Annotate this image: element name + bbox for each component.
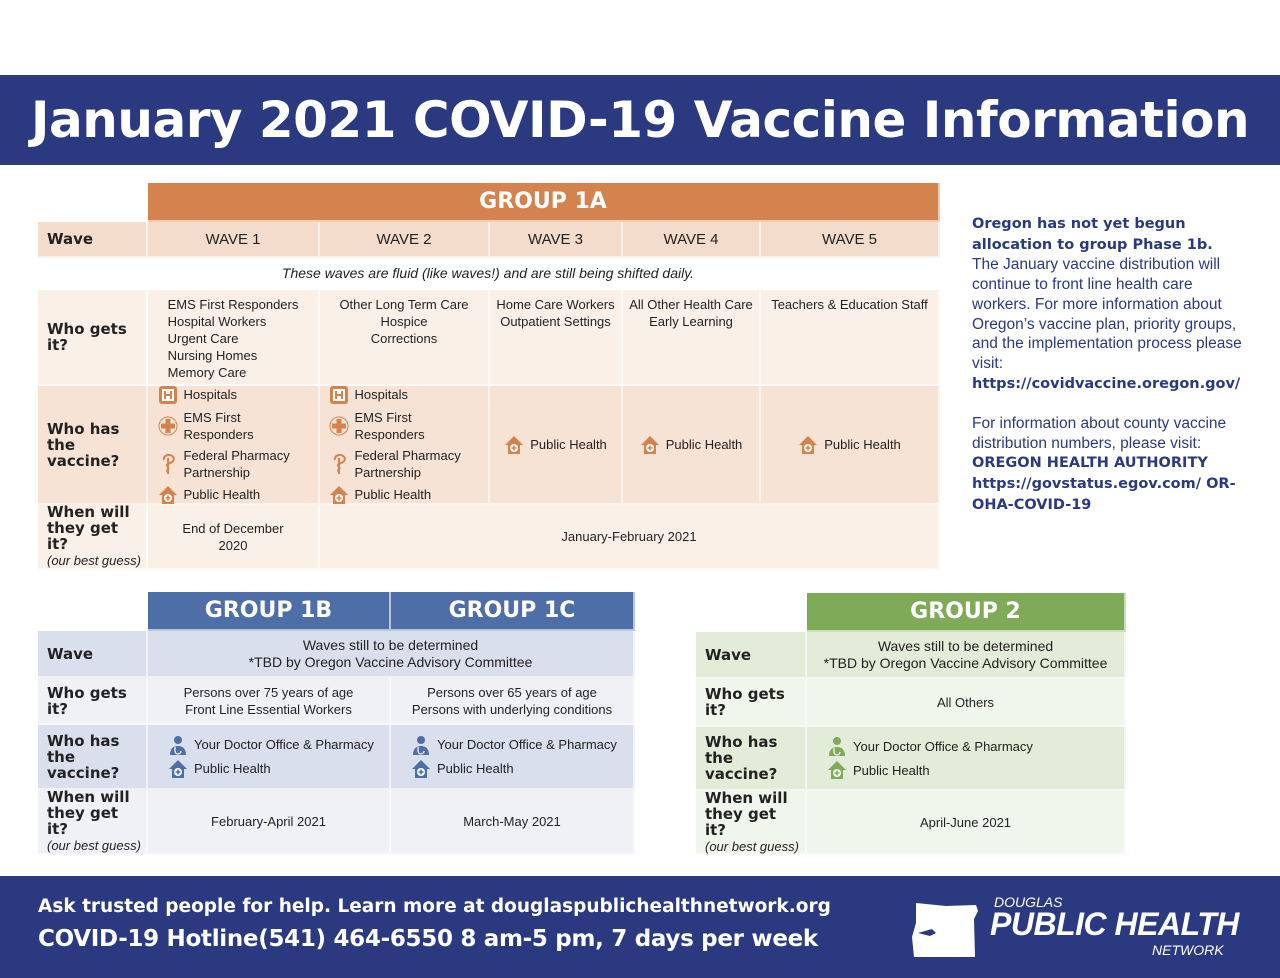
wave-2: WAVE 2: [320, 222, 490, 258]
doctor-icon: [168, 735, 188, 755]
cross-icon: [329, 416, 349, 436]
group-2-who-gets: All Others: [807, 679, 1126, 727]
recipient-item: Hospital Workers: [167, 314, 267, 329]
who-has-label: Who has the vaccine?: [38, 386, 148, 505]
public-health-icon: [504, 435, 524, 455]
who-has-label: Who has the vaccine?: [38, 725, 148, 790]
govstatus-link[interactable]: https://govstatus.egov.com/ OR-OHA-COVID…: [972, 476, 1236, 513]
recipient-item: Other Long Term Care: [339, 297, 469, 312]
pharmacy-icon: [158, 454, 178, 474]
provider-item: EMS First Responders: [329, 409, 480, 443]
group-1c-when: March-May 2021: [391, 790, 635, 855]
public-health-icon: [329, 485, 349, 505]
recipient-item: Teachers & Education Staff: [771, 297, 928, 312]
group-1c-who-has: Your Doctor Office & Pharmacy Public Hea…: [391, 725, 635, 790]
provider-item: Federal Pharmacy Partnership: [329, 447, 480, 481]
doctor-icon: [411, 735, 431, 755]
doctor-icon: [827, 736, 847, 756]
footer-hotline: COVID-19 Hotline(541) 464-6550 8 am-5 pm…: [38, 926, 818, 952]
who-gets-label: Who gets it?: [38, 678, 148, 725]
who-gets-wave4: All Other Health Care Early Learning: [623, 290, 761, 386]
recipient-item: Urgent Care: [167, 331, 239, 346]
group-2-when: April-June 2021: [807, 791, 1126, 855]
footer-learn-more: Ask trusted people for help. Learn more …: [38, 896, 831, 917]
who-gets-wave5: Teachers & Education Staff: [761, 290, 940, 386]
who-gets-label: Who gets it?: [696, 679, 807, 727]
waves-tbd: Waves still to be determined *TBD by Oreg…: [807, 632, 1126, 679]
group-2-header: GROUP 2: [807, 593, 1126, 632]
group-1a-header: GROUP 1A: [148, 183, 940, 222]
when-label: When will they get it? (our best guess): [38, 789, 148, 855]
who-gets-label: Who gets it?: [38, 290, 148, 386]
recipient-item: Nursing Homes: [167, 348, 258, 363]
public-health-icon: [798, 435, 818, 455]
footer: Ask trusted people for help. Learn more …: [0, 876, 1280, 978]
public-health-icon: [158, 485, 178, 505]
when-label: When will they get it? (our best guess): [696, 790, 807, 855]
oregon-info: Oregon has not yet begun allocation to g…: [972, 216, 1242, 513]
who-has-label: Who has the vaccine?: [696, 727, 807, 791]
wave-3: WAVE 3: [490, 222, 623, 258]
recipient-item: EMS First Responders: [167, 297, 299, 312]
when-wave2-5: January-February 2021: [320, 505, 940, 570]
wave-5: WAVE 5: [761, 222, 940, 258]
wave-1: WAVE 1: [148, 222, 320, 258]
recipient-item: All Other Health Care: [629, 297, 753, 312]
provider-item: EMS First Responders: [158, 409, 309, 443]
group-2-table: GROUP 2 Wave Waves still to be determine…: [696, 593, 1126, 855]
public-health-icon: [168, 759, 188, 779]
douglas-public-health-logo: DOUGLAS PUBLIC HEALTH NETWORK: [910, 894, 1240, 964]
provider-item: Public Health: [329, 485, 431, 505]
group-1a-table: GROUP 1A Wave WAVE 1 WAVE 2 WAVE 3 WAVE …: [38, 183, 940, 570]
waves-tbd: Waves still to be determined *TBD by Oreg…: [148, 631, 635, 678]
cross-icon: [158, 416, 178, 436]
wave-label: Wave: [696, 632, 807, 679]
public-health-icon: [827, 760, 847, 780]
oregon-map-icon: [912, 903, 978, 957]
wave-label: Wave: [38, 222, 148, 258]
hospital-icon: [329, 385, 349, 405]
who-gets-wave2: Other Long Term Care Hospice Corrections: [320, 290, 490, 386]
who-has-wave5: Public Health: [761, 386, 940, 505]
provider-item: Hospitals: [158, 385, 237, 405]
wave-4: WAVE 4: [623, 222, 761, 258]
hospital-icon: [158, 385, 178, 405]
who-has-wave4: Public Health: [623, 386, 761, 505]
group-1c-header: GROUP 1C: [391, 592, 635, 631]
group-1b-1c-table: GROUP 1B GROUP 1C Wave Waves still to be…: [38, 592, 635, 855]
who-has-wave2: Hospitals EMS First Responders Federal Pha…: [320, 386, 490, 505]
group-1b-who-gets: Persons over 75 years of age Front Line E…: [148, 678, 391, 725]
provider-item: Public Health: [158, 485, 260, 505]
recipient-item: Hospice: [380, 314, 428, 329]
recipient-item: Early Learning: [649, 314, 733, 329]
group-1c-who-gets: Persons over 65 years of age Persons with…: [391, 678, 635, 725]
group-1b-who-has: Your Doctor Office & Pharmacy Public Hea…: [148, 725, 391, 790]
recipient-item: Home Care Workers: [496, 297, 615, 312]
who-gets-wave3: Home Care Workers Outpatient Settings: [490, 290, 623, 386]
group-1b-header: GROUP 1B: [148, 592, 391, 631]
recipient-item: Corrections: [370, 331, 438, 346]
pharmacy-icon: [329, 454, 349, 474]
recipient-item: Memory Care: [167, 365, 247, 380]
page-title: January 2021 COVID-19 Vaccine Informatio…: [0, 75, 1280, 165]
wave-label: Wave: [38, 631, 148, 678]
public-health-icon: [411, 759, 431, 779]
group-2-who-has: Your Doctor Office & Pharmacy Public Hea…: [807, 727, 1126, 791]
recipient-item: Outpatient Settings: [500, 314, 611, 329]
covidvaccine-link[interactable]: https://covidvaccine.oregon.gov/: [972, 375, 1241, 392]
who-gets-wave1: EMS First Responders Hospital Workers Urge…: [148, 290, 320, 386]
fluid-note: These waves are fluid (like waves!) and …: [38, 258, 940, 290]
when-label: When will they get it? (our best guess): [38, 504, 148, 570]
public-health-icon: [640, 435, 660, 455]
provider-item: Federal Pharmacy Partnership: [158, 447, 309, 481]
group-1b-when: February-April 2021: [148, 790, 391, 855]
provider-item: Hospitals: [329, 385, 408, 405]
who-has-wave1: Hospitals EMS First Responders Federal Pha…: [148, 386, 320, 505]
when-wave1: End of December 2020: [148, 505, 320, 570]
who-has-wave3: Public Health: [490, 386, 623, 505]
